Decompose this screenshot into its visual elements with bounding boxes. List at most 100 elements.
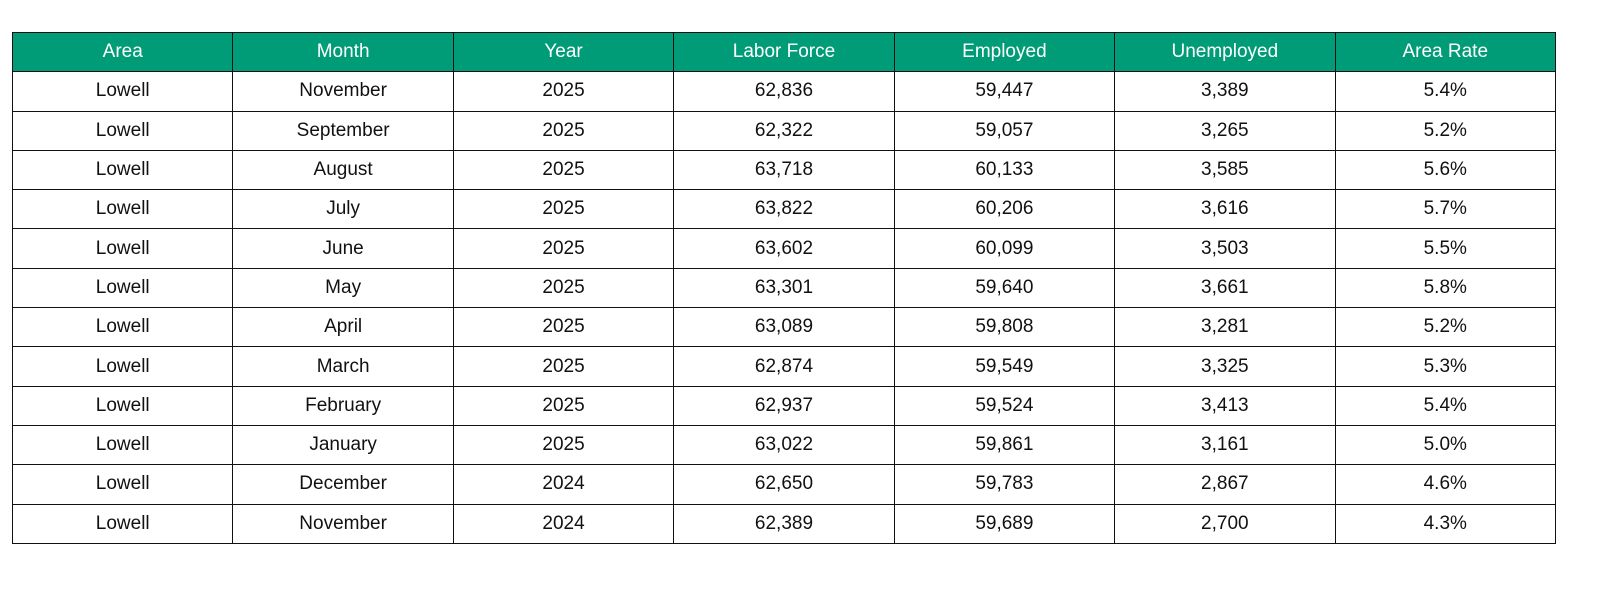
table-cell: 2024 xyxy=(452,503,675,544)
table-cell: 4.6% xyxy=(1334,464,1557,505)
table-cell: 59,447 xyxy=(893,71,1116,112)
table-cell: 2025 xyxy=(452,307,675,348)
table-cell: 59,549 xyxy=(893,346,1116,387)
table-cell: 5.0% xyxy=(1334,424,1557,466)
table-cell: 59,808 xyxy=(893,307,1116,348)
table-cell: August xyxy=(232,149,454,191)
column-header: Employed xyxy=(893,31,1116,73)
table-cell: 5.8% xyxy=(1334,267,1557,309)
table-cell: 2025 xyxy=(452,228,675,269)
header-row: Area Month Year Labor Force Employed Unemploy… xyxy=(11,31,1557,73)
table-cell: 2025 xyxy=(452,71,675,112)
table-cell: Lowell xyxy=(11,385,234,426)
table-cell: July xyxy=(232,189,454,230)
table-cell: 5.2% xyxy=(1334,307,1557,348)
table-cell: 2025 xyxy=(452,149,675,191)
table-cell: 62,937 xyxy=(673,385,895,426)
column-header: Area xyxy=(11,31,234,73)
table-cell: 5.5% xyxy=(1334,228,1557,269)
table-cell: Lowell xyxy=(11,267,234,309)
table-cell: 2025 xyxy=(452,110,675,151)
table-cell: March xyxy=(232,346,454,387)
table-header: Area Month Year Labor Force Employed Unemploy… xyxy=(11,31,1557,73)
table-cell: Lowell xyxy=(11,149,234,191)
table-row: Lowell December 2024 62,650 59,783 2,867 4.6% xyxy=(11,464,1557,505)
table-cell: 5.2% xyxy=(1334,110,1557,151)
table-row: Lowell February 2025 62,937 59,524 3,413 5.4% xyxy=(11,385,1557,426)
table-row: Lowell November 2025 62,836 59,447 3,389 5.4% xyxy=(11,71,1557,112)
table-cell: 59,640 xyxy=(893,267,1116,309)
table-cell: November xyxy=(232,503,454,544)
table-cell: 5.7% xyxy=(1334,189,1557,230)
table-cell: Lowell xyxy=(11,71,234,112)
table-row: Lowell September 2025 62,322 59,057 3,265 5.2% xyxy=(11,110,1557,151)
table-cell: 62,874 xyxy=(673,346,895,387)
table-cell: 59,861 xyxy=(893,424,1116,466)
table-cell: 3,585 xyxy=(1114,149,1336,191)
column-header: Area Rate xyxy=(1334,31,1557,73)
table-cell: 59,057 xyxy=(893,110,1116,151)
table-cell: 62,389 xyxy=(673,503,895,544)
table-cell: 2025 xyxy=(452,346,675,387)
table-cell: 5.4% xyxy=(1334,71,1557,112)
column-header: Unemployed xyxy=(1114,31,1336,73)
table-cell: 2025 xyxy=(452,189,675,230)
table-cell: April xyxy=(232,307,454,348)
table-cell: December xyxy=(232,464,454,505)
table-cell: Lowell xyxy=(11,110,234,151)
table-cell: 3,325 xyxy=(1114,346,1336,387)
table-row: Lowell July 2025 63,822 60,206 3,616 5.7% xyxy=(11,189,1557,230)
table-cell: Lowell xyxy=(11,346,234,387)
table-cell: 59,689 xyxy=(893,503,1116,544)
table-cell: 2,700 xyxy=(1114,503,1336,544)
table-cell: Lowell xyxy=(11,189,234,230)
table-cell: 3,265 xyxy=(1114,110,1336,151)
table-cell: November xyxy=(232,71,454,112)
table-cell: Lowell xyxy=(11,503,234,544)
column-header: Labor Force xyxy=(673,31,895,73)
table-cell: Lowell xyxy=(11,464,234,505)
table-cell: 60,133 xyxy=(893,149,1116,191)
table-body: Lowell November 2025 62,836 59,447 3,389 5.4% L… xyxy=(11,71,1557,544)
table-cell: 4.3% xyxy=(1334,503,1557,544)
table-cell: 3,661 xyxy=(1114,267,1336,309)
table-row: Lowell April 2025 63,089 59,808 3,281 5.2% xyxy=(11,307,1557,348)
table-cell: Lowell xyxy=(11,424,234,466)
table-cell: 63,718 xyxy=(673,149,895,191)
table-cell: January xyxy=(232,424,454,466)
table-cell: Lowell xyxy=(11,307,234,348)
table-cell: 63,822 xyxy=(673,189,895,230)
table-cell: 3,389 xyxy=(1114,71,1336,112)
table-cell: June xyxy=(232,228,454,269)
table-cell: 60,099 xyxy=(893,228,1116,269)
column-header: Year xyxy=(452,31,675,73)
table-cell: 3,161 xyxy=(1114,424,1336,466)
table-row: Lowell June 2025 63,602 60,099 3,503 5.5% xyxy=(11,228,1557,269)
table-cell: 3,503 xyxy=(1114,228,1336,269)
table-cell: 62,322 xyxy=(673,110,895,151)
table-row: Lowell November 2024 62,389 59,689 2,700 4.3% xyxy=(11,503,1557,544)
table-cell: May xyxy=(232,267,454,309)
table-row: Lowell January 2025 63,022 59,861 3,161 5.0% xyxy=(11,424,1557,466)
table-row: Lowell August 2025 63,718 60,133 3,585 5.6% xyxy=(11,149,1557,191)
table-cell: 3,616 xyxy=(1114,189,1336,230)
table-row: Lowell May 2025 63,301 59,640 3,661 5.8% xyxy=(11,267,1557,309)
table-cell: 3,281 xyxy=(1114,307,1336,348)
table-cell: 2025 xyxy=(452,267,675,309)
table-cell: 63,602 xyxy=(673,228,895,269)
table-cell: 59,783 xyxy=(893,464,1116,505)
data-table: Area Month Year Labor Force Employed Unemploy… xyxy=(11,31,1557,544)
table-cell: 62,650 xyxy=(673,464,895,505)
table-cell: 63,301 xyxy=(673,267,895,309)
table-cell: 5.6% xyxy=(1334,149,1557,191)
table-cell: 60,206 xyxy=(893,189,1116,230)
table-cell: 2024 xyxy=(452,464,675,505)
table-cell: 2025 xyxy=(452,424,675,466)
table-row: Lowell March 2025 62,874 59,549 3,325 5.3% xyxy=(11,346,1557,387)
table-cell: Lowell xyxy=(11,228,234,269)
table-cell: 62,836 xyxy=(673,71,895,112)
table-cell: September xyxy=(232,110,454,151)
table-cell: 59,524 xyxy=(893,385,1116,426)
table-cell: February xyxy=(232,385,454,426)
